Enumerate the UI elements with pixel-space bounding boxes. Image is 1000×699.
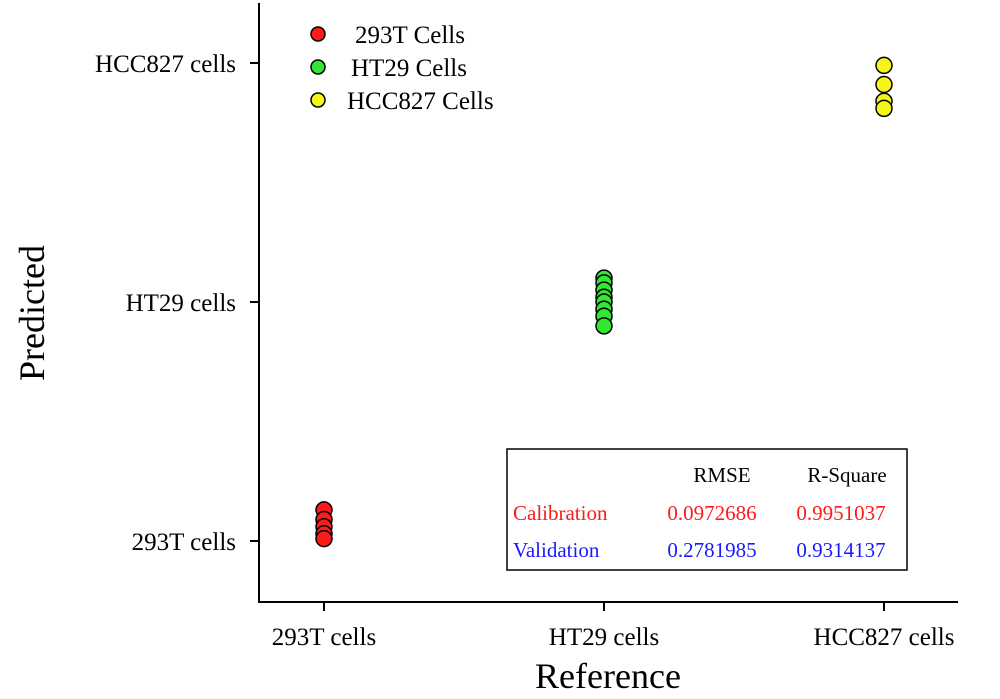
stats-header-rmse: RMSE xyxy=(693,463,750,487)
data-point-hcc827-cells xyxy=(875,99,893,118)
legend-marker-hcc827 xyxy=(310,92,326,108)
stats-table: RMSE R-Square Calibration 0.0972686 0.99… xyxy=(506,448,908,571)
data-point-ht29-cells xyxy=(595,317,613,335)
legend: 293T Cells HT29 Cells HCC827 Cells xyxy=(310,22,494,115)
x-tick-label-ht29-cells: HT29 cells xyxy=(549,624,659,651)
stats-row-calibration-rsquare: 0.9951037 xyxy=(796,501,885,525)
stats-row-calibration-label: Calibration xyxy=(513,501,608,525)
legend-label-hcc827: HCC827 Cells xyxy=(347,88,494,115)
y-tick-label-ht29-cells: HT29 cells xyxy=(126,290,236,317)
data-points xyxy=(315,56,893,548)
x-ticks: 293T cells HT29 cells HCC827 cells xyxy=(272,602,955,651)
stats-row-validation-rmse: 0.2781985 xyxy=(667,538,756,562)
y-ticks: 293T cells HT29 cells HCC827 cells xyxy=(95,51,259,556)
x-tick-label-293t-cells: 293T cells xyxy=(272,624,376,651)
x-axis-title: Reference xyxy=(535,656,681,696)
y-tick-label-hcc827-cells: HCC827 cells xyxy=(95,51,236,78)
y-tick-label-293t-cells: 293T cells xyxy=(132,529,236,556)
y-axis-title: Predicted xyxy=(12,245,52,381)
data-point-hcc827-cells xyxy=(875,56,893,75)
legend-label-293t: 293T Cells xyxy=(355,22,465,49)
stats-row-calibration-rmse: 0.0972686 xyxy=(667,501,756,525)
stats-row-validation-rsquare: 0.9314137 xyxy=(796,538,885,562)
legend-marker-293t xyxy=(310,26,326,42)
stats-row-validation-label: Validation xyxy=(513,538,600,562)
legend-label-ht29: HT29 Cells xyxy=(351,55,467,82)
stats-table-border xyxy=(506,448,908,571)
legend-marker-ht29 xyxy=(310,59,326,75)
x-tick-label-hcc827-cells: HCC827 cells xyxy=(814,624,955,651)
stats-header-rsquare: R-Square xyxy=(807,463,886,487)
data-point-293t-cells xyxy=(315,529,333,548)
data-point-hcc827-cells xyxy=(875,75,893,94)
